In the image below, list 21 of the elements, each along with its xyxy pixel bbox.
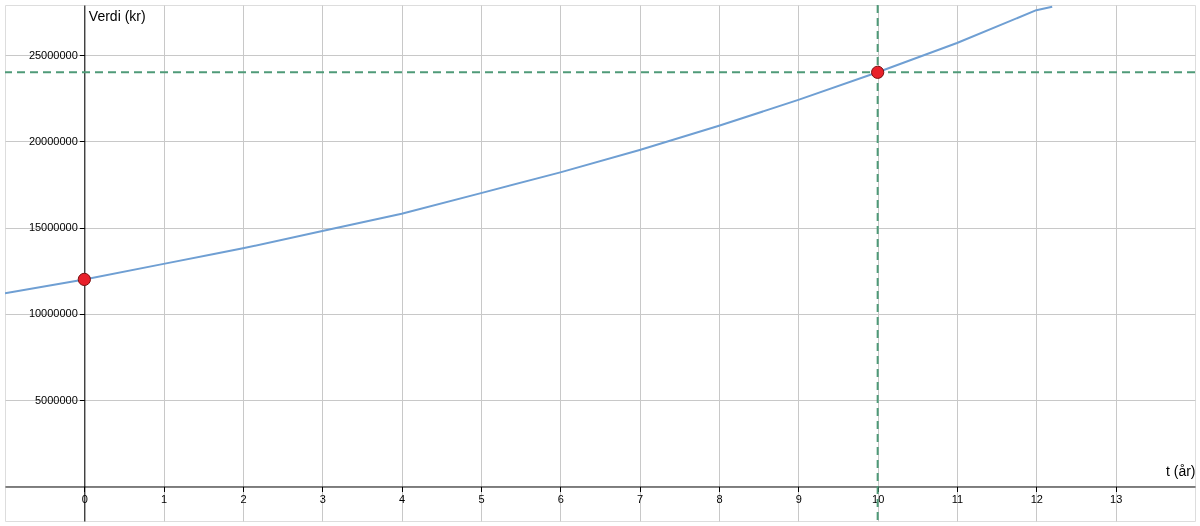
x-tick-label: 6 xyxy=(557,492,564,505)
y-tick-label: 25000000 xyxy=(28,48,78,61)
x-axis-title: t (år) xyxy=(1165,462,1196,479)
x-tick-label: 12 xyxy=(1030,492,1043,505)
x-tick-label: 11 xyxy=(951,492,964,505)
x-tick-label: 13 xyxy=(1110,492,1123,505)
x-tick-label: 3 xyxy=(319,492,326,505)
y-axis-title: Verdi (kr) xyxy=(88,7,146,24)
y-tick-label: 15000000 xyxy=(28,221,78,234)
y-tick-label: 20000000 xyxy=(28,134,78,147)
x-tick-label: 10 xyxy=(872,492,885,505)
x-tick-label: 4 xyxy=(399,492,406,505)
y-tick-label: 10000000 xyxy=(28,307,78,320)
y-tick-label: 5000000 xyxy=(35,393,78,406)
x-tick-label: 5 xyxy=(478,492,485,505)
line-series xyxy=(5,5,1054,295)
x-tick-label: 2 xyxy=(240,492,247,505)
x-tick-label: 8 xyxy=(716,492,723,505)
x-tick-label: 7 xyxy=(637,492,644,505)
x-tick-label: 9 xyxy=(795,492,802,505)
x-tick-label: 1 xyxy=(161,492,168,505)
